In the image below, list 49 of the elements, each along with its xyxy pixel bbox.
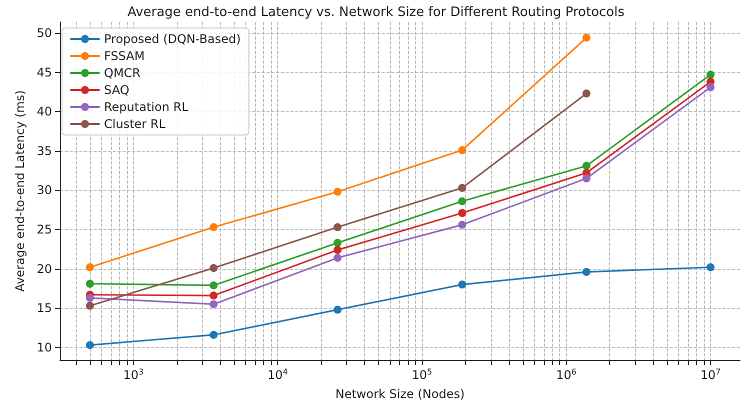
point	[86, 263, 94, 272]
y-tick-label: 35	[36, 144, 52, 158]
point	[334, 306, 342, 314]
point	[582, 34, 590, 42]
point	[458, 280, 466, 289]
point	[334, 223, 342, 232]
point	[86, 280, 94, 288]
point	[86, 294, 94, 302]
point	[458, 184, 466, 192]
y-axis-title: Average end-to-end Latency (ms)	[12, 90, 27, 292]
point	[210, 330, 218, 339]
point	[458, 146, 466, 154]
legend-label: Cluster RL	[104, 117, 166, 131]
y-tick-label: 30	[36, 183, 52, 198]
point	[86, 302, 94, 310]
point	[210, 281, 218, 290]
y-tick-label: 15	[36, 301, 52, 316]
point	[210, 292, 218, 300]
legend-label: Reputation RL	[104, 100, 189, 114]
point	[706, 70, 715, 79]
point	[582, 268, 590, 276]
point	[458, 220, 466, 229]
point	[582, 90, 590, 98]
point	[706, 263, 715, 272]
point	[86, 341, 94, 350]
y-tick-label: 45	[36, 65, 52, 80]
point	[582, 174, 590, 182]
point	[582, 162, 590, 170]
legend-label: SAQ	[104, 83, 130, 97]
point	[458, 197, 466, 206]
point	[210, 300, 218, 308]
legend-label: Proposed (DQN-Based)	[104, 32, 241, 46]
point	[706, 83, 715, 92]
legend-label: QMCR	[104, 66, 141, 80]
y-tick-label: 20	[36, 262, 52, 276]
point	[210, 264, 218, 272]
y-tick-label: 25	[36, 222, 52, 237]
point	[210, 223, 218, 232]
point	[458, 209, 466, 218]
point	[334, 238, 342, 247]
point	[334, 246, 342, 254]
chart-title: Average end-to-end Latency vs. Network Size for Different Routing Protocols	[127, 5, 625, 20]
y-tick-label: 40	[36, 104, 52, 119]
x-axis-title: Network Size (Nodes)	[335, 387, 465, 401]
point	[334, 188, 342, 196]
y-tick-label: 50	[36, 26, 52, 40]
point	[334, 254, 342, 262]
legend-label: FSSAM	[104, 49, 145, 63]
y-tick-label: 10	[36, 340, 52, 354]
